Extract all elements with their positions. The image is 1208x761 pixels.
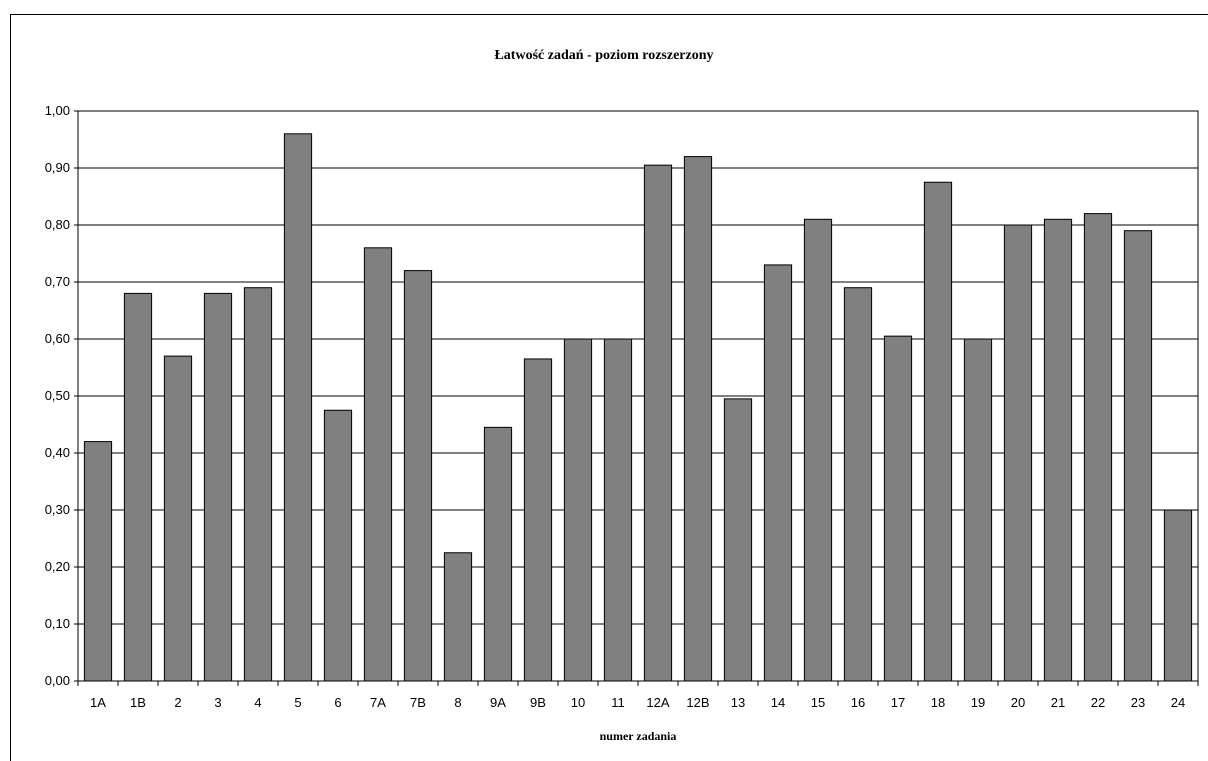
y-tick-label: 0,80: [45, 217, 70, 232]
x-tick-label: 24: [1171, 695, 1185, 710]
bar: [523, 358, 553, 682]
bar: [683, 156, 713, 682]
x-tick-label: 2: [174, 695, 181, 710]
bar: [323, 409, 353, 682]
x-tick-label: 19: [971, 695, 985, 710]
bar: [643, 164, 673, 682]
x-tick-label: 13: [731, 695, 745, 710]
y-tick-label: 0,00: [45, 673, 70, 688]
x-tick-label: 14: [771, 695, 785, 710]
x-tick-label: 7A: [370, 695, 386, 710]
bar: [363, 247, 393, 682]
bar: [283, 133, 313, 682]
x-tick-label: 10: [571, 695, 585, 710]
bar: [203, 292, 233, 682]
bar: [723, 398, 753, 682]
y-tick-label: 0,10: [45, 616, 70, 631]
bar: [803, 218, 833, 682]
bar: [923, 181, 953, 682]
bar: [883, 335, 913, 682]
y-tick-label: 0,60: [45, 331, 70, 346]
bar: [163, 355, 193, 682]
bar: [123, 292, 153, 682]
chart-title: Łatwość zadań - poziom rozszerzony: [494, 48, 714, 63]
bar: [83, 441, 113, 682]
bar: [1043, 218, 1073, 682]
bar: [1123, 230, 1153, 682]
y-tick-label: 0,20: [45, 559, 70, 574]
x-tick-label: 1A: [90, 695, 106, 710]
bar: [963, 338, 993, 682]
x-tick-label: 12A: [646, 695, 669, 710]
x-tick-label: 3: [214, 695, 221, 710]
x-tick-label: 5: [294, 695, 301, 710]
y-tick-label: 0,70: [45, 274, 70, 289]
bar: [603, 338, 633, 682]
bar: [843, 287, 873, 682]
chart-frame: [10, 14, 1208, 761]
y-tick-label: 0,40: [45, 445, 70, 460]
x-tick-label: 1B: [130, 695, 146, 710]
y-tick-label: 1,00: [45, 103, 70, 118]
x-tick-label: 22: [1091, 695, 1105, 710]
x-tick-label: 12B: [686, 695, 709, 710]
bar: [483, 426, 513, 682]
bar: [403, 270, 433, 682]
bar: [243, 287, 273, 682]
x-tick-label: 8: [454, 695, 461, 710]
x-tick-label: 4: [254, 695, 261, 710]
y-tick-label: 0,30: [45, 502, 70, 517]
x-tick-label: 6: [334, 695, 341, 710]
x-tick-label: 7B: [410, 695, 426, 710]
x-tick-label: 21: [1051, 695, 1065, 710]
bar: [443, 552, 473, 682]
x-tick-label: 17: [891, 695, 905, 710]
bar: [763, 264, 793, 682]
bar: [1163, 509, 1193, 682]
x-tick-label: 23: [1131, 695, 1145, 710]
x-tick-label: 20: [1011, 695, 1025, 710]
bar: [1003, 224, 1033, 682]
y-tick-label: 0,50: [45, 388, 70, 403]
x-tick-label: 9B: [530, 695, 546, 710]
x-tick-label: 18: [931, 695, 945, 710]
x-axis-title: numer zadania: [599, 729, 677, 743]
x-tick-label: 9A: [490, 695, 506, 710]
x-tick-label: 15: [811, 695, 825, 710]
x-tick-label: 11: [611, 695, 625, 710]
bar: [1083, 213, 1113, 682]
x-tick-label: 16: [851, 695, 865, 710]
y-tick-label: 0,90: [45, 160, 70, 175]
bar: [563, 338, 593, 682]
